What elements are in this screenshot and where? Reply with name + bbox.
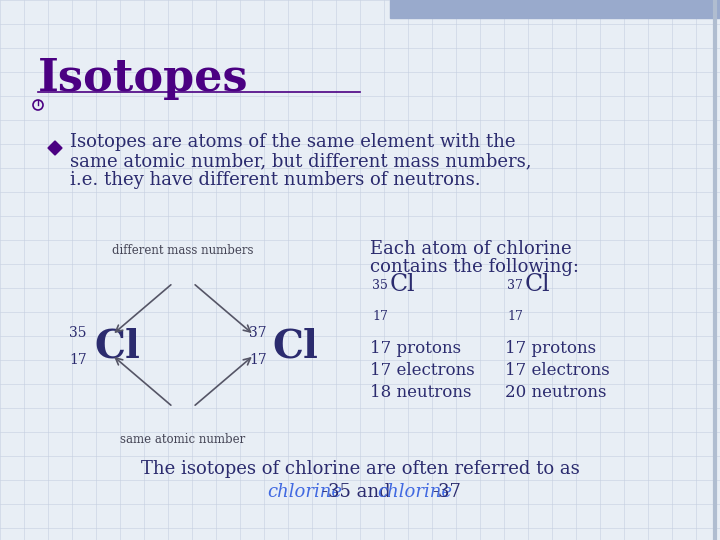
Text: 17: 17: [507, 310, 523, 323]
Text: different mass numbers: different mass numbers: [112, 244, 253, 257]
Text: 20 neutrons: 20 neutrons: [505, 384, 606, 401]
Text: 17 protons: 17 protons: [370, 340, 461, 357]
Text: Isotopes: Isotopes: [38, 57, 248, 99]
Polygon shape: [48, 141, 62, 155]
Text: Cl: Cl: [390, 273, 415, 296]
Text: 37: 37: [249, 326, 267, 340]
Text: 17: 17: [69, 353, 87, 367]
Text: same atomic number: same atomic number: [120, 433, 246, 446]
Text: chlorine: chlorine: [267, 483, 342, 501]
Text: -37: -37: [432, 483, 461, 501]
Text: same atomic number, but different mass numbers,: same atomic number, but different mass n…: [70, 152, 531, 170]
Text: 18 neutrons: 18 neutrons: [370, 384, 472, 401]
Text: 17 electrons: 17 electrons: [505, 362, 610, 379]
Text: 17: 17: [372, 310, 388, 323]
Text: Cl: Cl: [525, 273, 551, 296]
Text: 35: 35: [69, 326, 86, 340]
Text: 17 protons: 17 protons: [505, 340, 596, 357]
Bar: [390, 0, 720, 18]
Text: 35: 35: [372, 279, 388, 292]
Text: 37: 37: [507, 279, 523, 292]
Text: Isotopes are atoms of the same element with the: Isotopes are atoms of the same element w…: [70, 133, 516, 151]
Text: 17: 17: [249, 353, 267, 367]
Text: 17 electrons: 17 electrons: [370, 362, 474, 379]
Text: -35 and: -35 and: [322, 483, 396, 501]
Text: Cl: Cl: [272, 328, 318, 366]
Text: contains the following:: contains the following:: [370, 258, 579, 276]
Text: Cl: Cl: [94, 328, 140, 366]
Text: The isotopes of chlorine are often referred to as: The isotopes of chlorine are often refer…: [140, 460, 580, 478]
Text: Each atom of chlorine: Each atom of chlorine: [370, 240, 572, 258]
Text: chlorine: chlorine: [377, 483, 452, 501]
Text: i.e. they have different numbers of neutrons.: i.e. they have different numbers of neut…: [70, 171, 481, 189]
